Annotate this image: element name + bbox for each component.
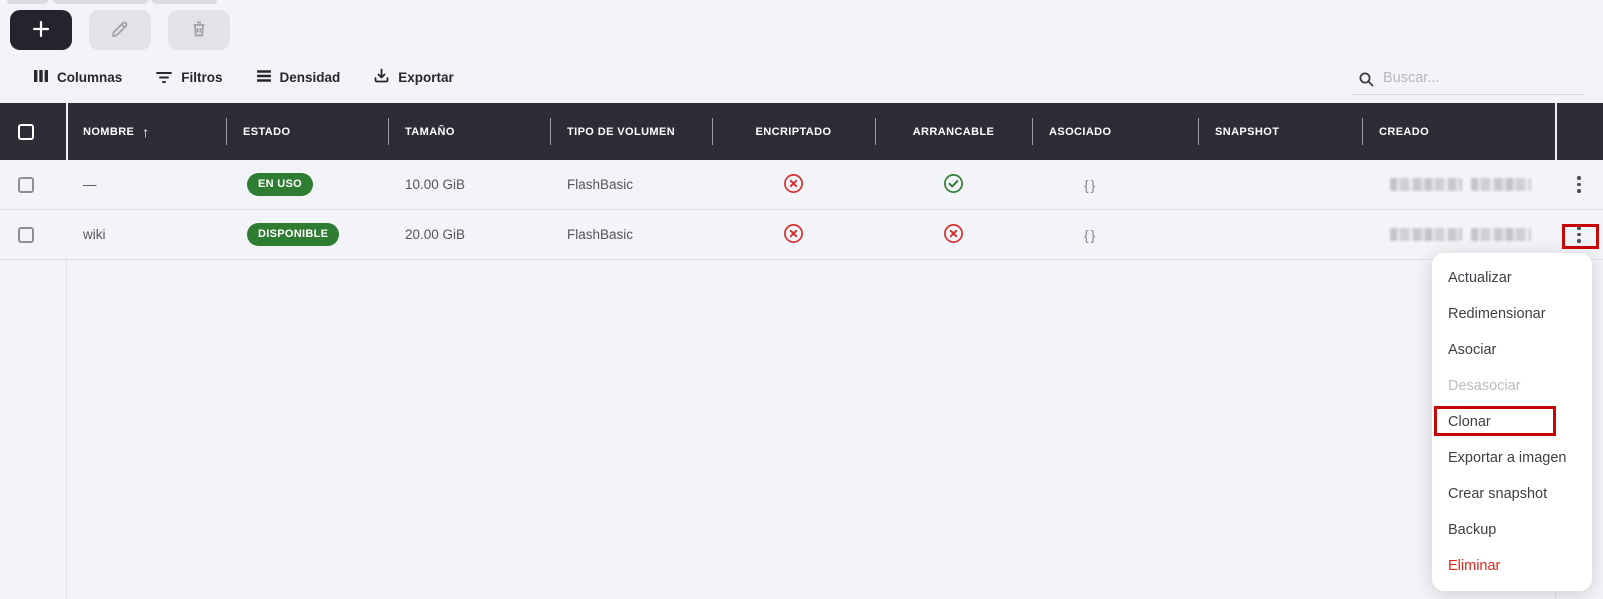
- status-badge: DISPONIBLE: [247, 223, 340, 246]
- column-header-nombre[interactable]: NOMBRE ↑: [66, 103, 226, 160]
- density-label: Densidad: [279, 69, 341, 85]
- search-field: [1352, 64, 1585, 95]
- export-label: Exportar: [398, 69, 454, 85]
- search-icon: [1359, 72, 1374, 86]
- table-row: wiki DISPONIBLE 20.00 GiB FlashBasic {}: [0, 210, 1603, 260]
- top-cutoff-element: [7, 0, 48, 4]
- trash-icon-button: [168, 10, 230, 50]
- redacted-created-date: [1390, 228, 1462, 241]
- row-actions-kebab-button[interactable]: [1566, 222, 1592, 248]
- cell-estado: EN USO: [226, 160, 388, 209]
- cell-asociado: {}: [1084, 176, 1098, 193]
- column-header-actions: [1555, 103, 1603, 160]
- cell-tamano: 20.00 GiB: [405, 227, 466, 242]
- search-input[interactable]: [1375, 70, 1563, 88]
- cancel-circle-icon: [783, 173, 804, 197]
- filters-button[interactable]: Filtros: [155, 68, 223, 87]
- top-cutoff-element: [53, 0, 148, 4]
- filters-label: Filtros: [181, 69, 223, 85]
- cancel-circle-icon: [943, 223, 964, 247]
- cell-asociado: {}: [1084, 226, 1098, 243]
- export-button[interactable]: Exportar: [373, 67, 454, 87]
- select-all-checkbox-cell: [0, 103, 66, 160]
- menu-item-crear-snapshot[interactable]: Crear snapshot: [1448, 486, 1548, 502]
- pencil-icon: [110, 19, 130, 42]
- cell-estado: DISPONIBLE: [226, 210, 388, 259]
- column-header-arrancable[interactable]: ARRANCABLE: [875, 103, 1032, 160]
- table-header: NOMBRE ↑ ESTADO TAMAÑO TIPO DE VOLUMEN E…: [0, 103, 1603, 160]
- cell-arrancable: [875, 210, 1032, 259]
- filter-icon: [155, 68, 173, 87]
- density-button[interactable]: Densidad: [256, 68, 341, 87]
- redacted-created-date: [1390, 178, 1462, 191]
- menu-item-desasociar: Desasociar: [1448, 378, 1521, 394]
- menu-item-eliminar[interactable]: Eliminar: [1448, 558, 1501, 574]
- cell-tipo-de-volumen: FlashBasic: [567, 177, 634, 192]
- cell-nombre: wiki: [83, 227, 106, 242]
- cell-encriptado: [712, 160, 875, 209]
- table-toolbar: Columnas Filtros Densidad Exportar: [33, 67, 454, 87]
- redacted-created-date: [1471, 228, 1531, 241]
- menu-item-backup[interactable]: Backup: [1448, 522, 1497, 538]
- row-checkbox[interactable]: [18, 176, 34, 193]
- cancel-circle-icon: [783, 223, 804, 247]
- menu-item-clonar[interactable]: Clonar: [1448, 414, 1491, 430]
- edit-volume-button: [89, 10, 151, 50]
- column-header-encriptado[interactable]: ENCRIPTADO: [712, 103, 875, 160]
- cell-tamano: 10.00 GiB: [405, 177, 466, 192]
- density-icon: [256, 68, 272, 87]
- columns-label: Columnas: [57, 69, 123, 85]
- select-all-checkbox[interactable]: [18, 123, 34, 140]
- cell-arrancable: [875, 160, 1032, 209]
- download-icon: [373, 67, 390, 87]
- top-cutoff-element: [152, 0, 217, 4]
- cell-nombre: —: [83, 177, 97, 192]
- cell-creado: [1362, 210, 1555, 259]
- menu-item-actualizar[interactable]: Actualizar: [1448, 270, 1512, 286]
- row-checkbox[interactable]: [18, 226, 34, 243]
- redacted-created-date: [1471, 178, 1531, 191]
- cell-creado: [1362, 160, 1555, 209]
- check-circle-icon: [943, 173, 964, 197]
- trash-icon: [189, 19, 209, 42]
- cell-tipo-de-volumen: FlashBasic: [567, 227, 634, 242]
- row-actions-kebab-button[interactable]: [1566, 172, 1592, 198]
- column-header-tipo-de-volumen[interactable]: TIPO DE VOLUMEN: [550, 103, 712, 160]
- primary-actions: [10, 10, 230, 50]
- add-volume-button[interactable]: [10, 10, 72, 50]
- column-header-asociado[interactable]: ASOCIADO: [1032, 103, 1198, 160]
- columns-button[interactable]: Columnas: [33, 68, 122, 87]
- cell-encriptado: [712, 210, 875, 259]
- column-header-estado[interactable]: ESTADO: [226, 103, 388, 160]
- column-header-creado[interactable]: CREADO: [1362, 103, 1555, 160]
- sort-asc-icon[interactable]: ↑: [142, 123, 150, 140]
- status-badge: EN USO: [247, 173, 313, 196]
- cell-snapshot: [1198, 210, 1362, 259]
- menu-item-exportar-a-imagen[interactable]: Exportar a imagen: [1448, 450, 1567, 466]
- cell-snapshot: [1198, 160, 1362, 209]
- column-header-snapshot[interactable]: SNAPSHOT: [1198, 103, 1362, 160]
- menu-item-asociar[interactable]: Asociar: [1448, 342, 1497, 358]
- menu-item-redimensionar[interactable]: Redimensionar: [1448, 306, 1546, 322]
- checkbox-column-divider: [66, 160, 67, 599]
- columns-icon: [33, 68, 49, 87]
- row-actions-context-menu: Actualizar Redimensionar Asociar Desasoc…: [1432, 253, 1592, 591]
- plus-icon: [32, 20, 50, 41]
- table-row: — EN USO 10.00 GiB FlashBasic {}: [0, 160, 1603, 210]
- column-header-tamano[interactable]: TAMAÑO: [388, 103, 550, 160]
